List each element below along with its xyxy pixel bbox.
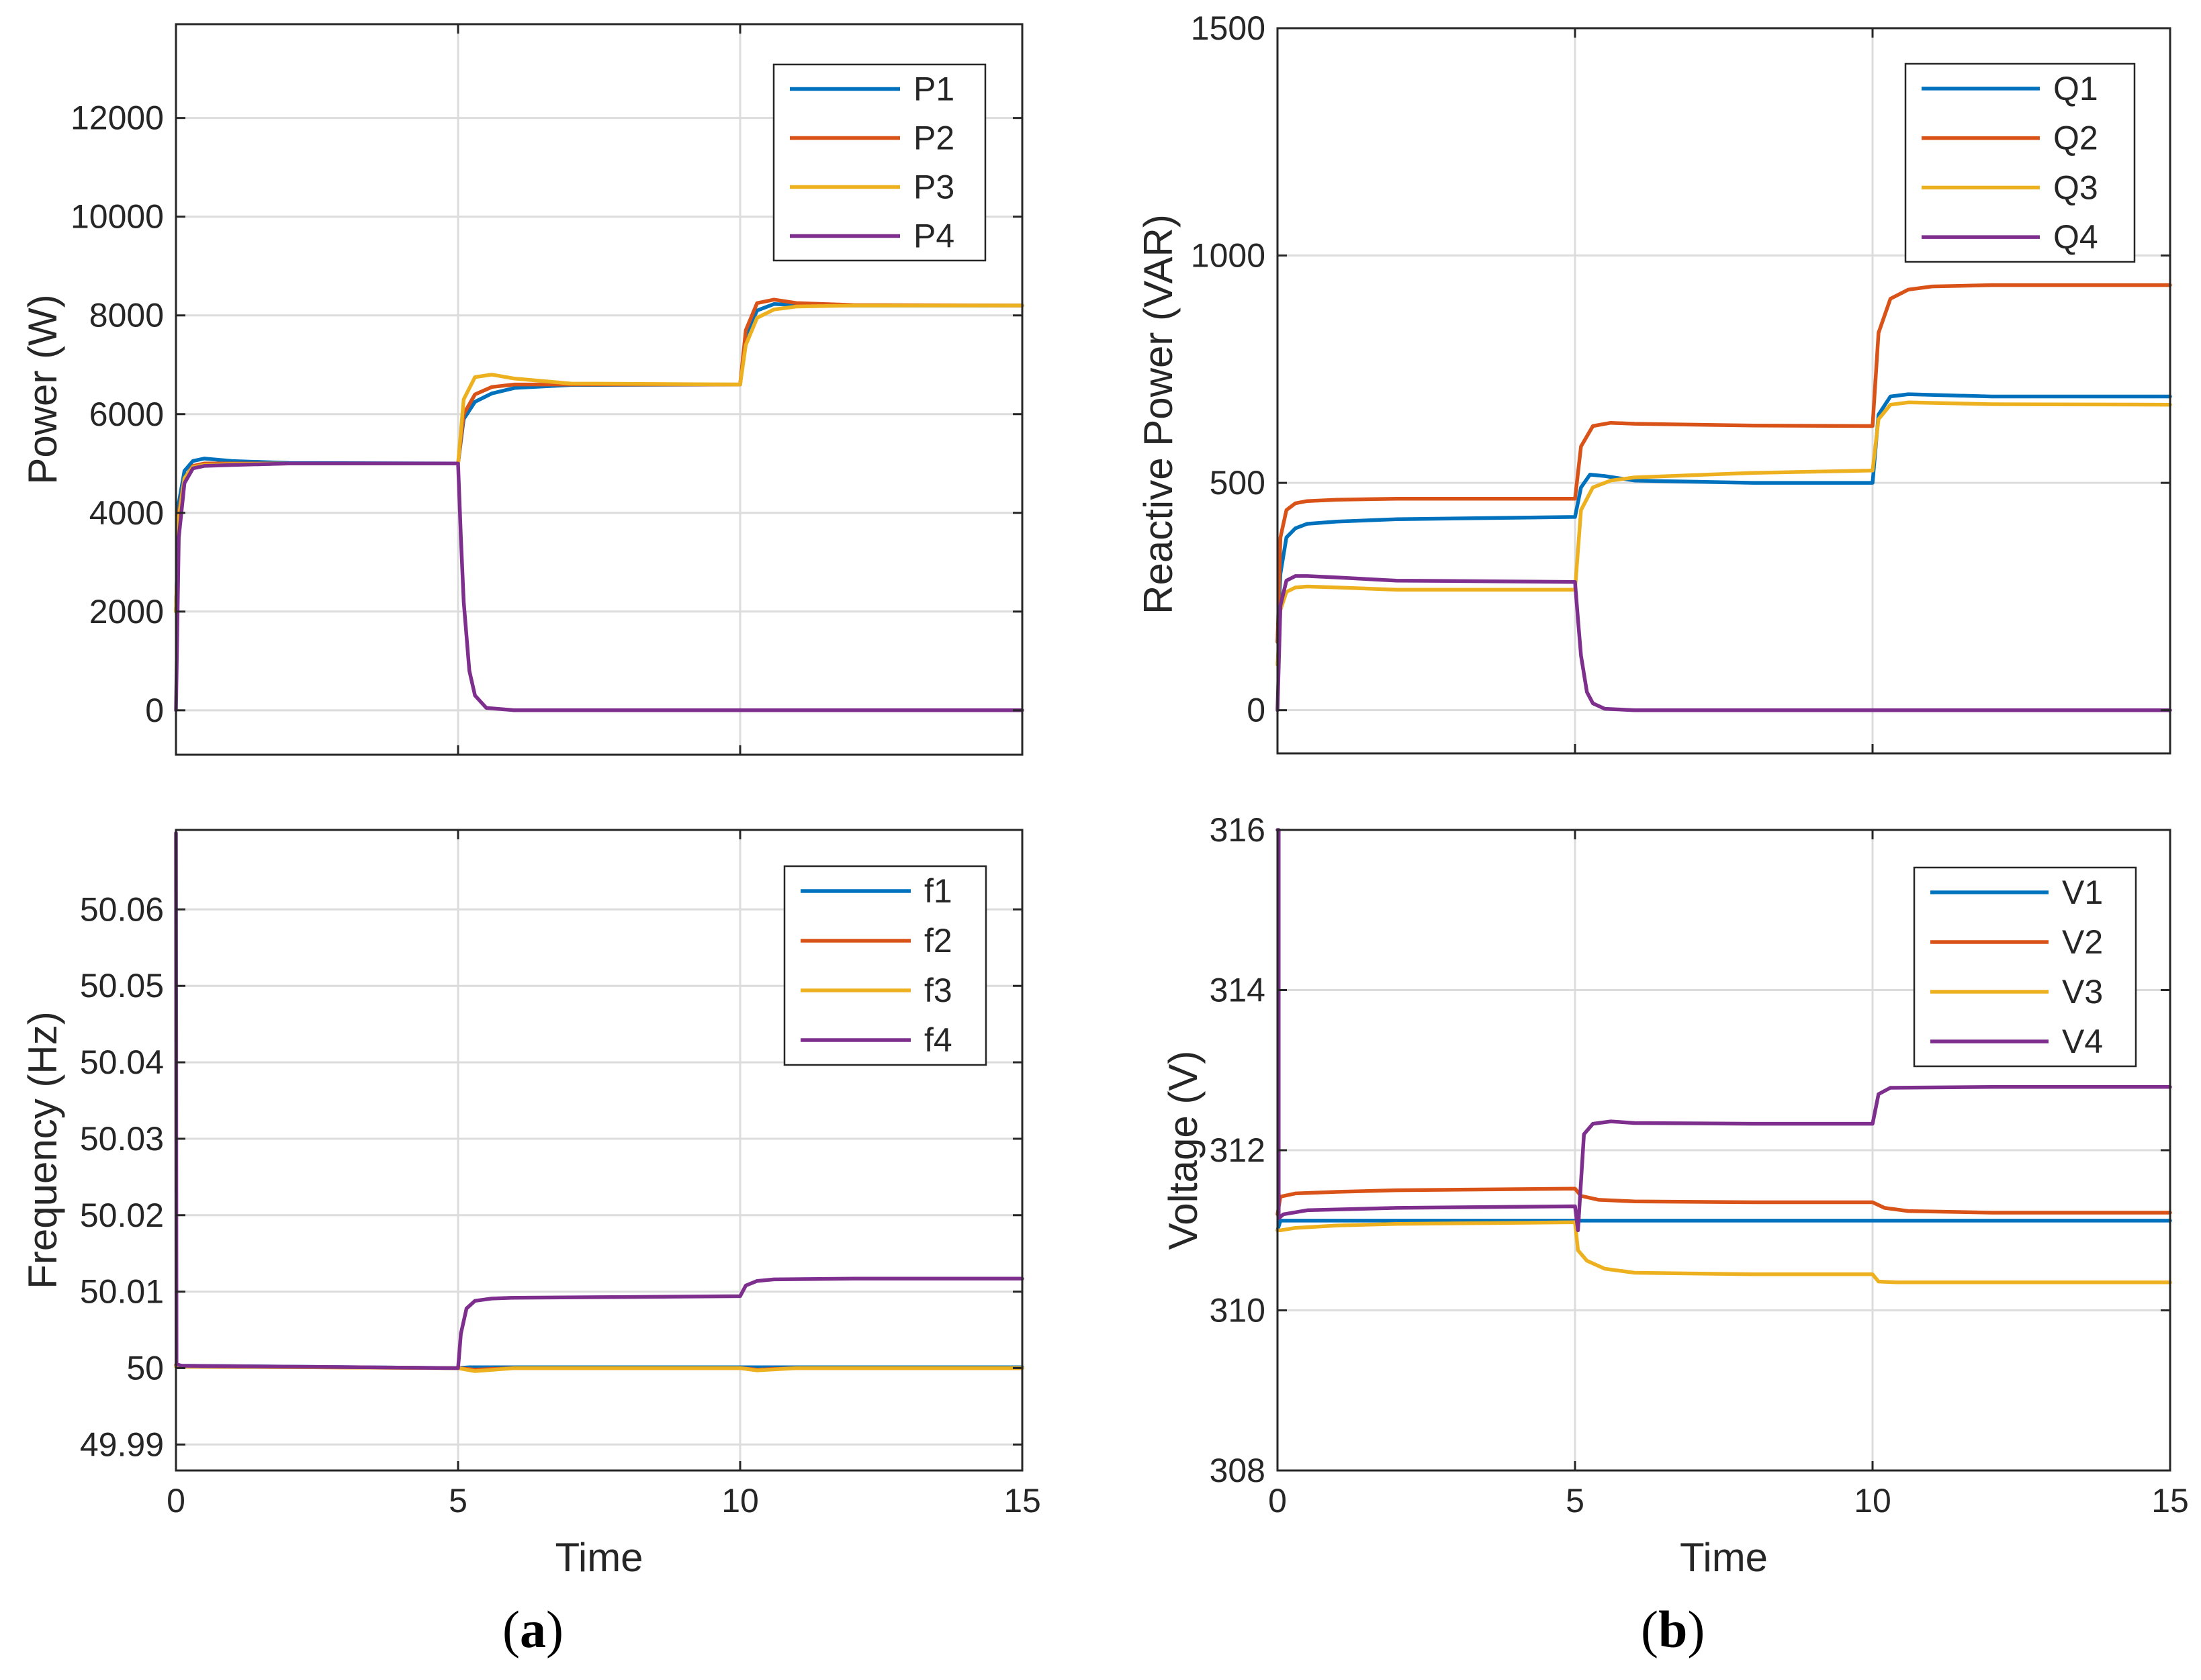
frequency-ytick-label: 50.03 [80,1120,164,1158]
voltage-series-V4 [1275,828,2172,1233]
voltage-ytick-label: 312 [1210,1131,1265,1169]
voltage-xtick-label: 15 [2151,1482,2189,1520]
reactive-axes-box [1276,27,2171,755]
voltage-ytick-label: 308 [1210,1452,1265,1489]
frequency-ytick-label: 50.05 [80,967,164,1005]
frequency-ytick-label: 50.04 [80,1043,164,1081]
power-ytick-label: 4000 [89,494,164,532]
reactive-legend-box [1904,62,2136,263]
voltage-xlabel: Time [1680,1535,1768,1580]
panel-label-a: (a) [502,1599,564,1660]
frequency-series-f4 [174,831,1024,1370]
power-ytick-label: 6000 [89,395,164,433]
reactive-legend-label-Q2: Q2 [2053,120,2098,157]
frequency-xtick-label: 0 [167,1482,185,1520]
power-axes-box [175,23,1024,756]
reactive-legend-label-Q1: Q1 [2053,70,2098,107]
power-series-P1 [174,302,1024,614]
power-series-P4 [174,461,1024,712]
voltage-legend-label-V3: V3 [2062,973,2103,1011]
reactive-legend-label-Q4: Q4 [2053,218,2098,256]
power-legend-label-P1: P1 [913,71,954,108]
reactive-ylabel: Reactive Power (VAR) [1136,214,1181,614]
power-legend: P1 P2 P3 P4 [772,63,987,262]
frequency-legend-label-f2: f2 [924,922,952,960]
voltage-xtick-label: 0 [1268,1482,1287,1520]
power-ytick-label: 2000 [89,593,164,631]
reactive-series-Q1 [1275,392,2172,644]
panel-label-a-open: ( [502,1600,520,1659]
chart-power: 0 2000 4000 6000 8000 10000 12000 Power (W) P1 P2… [20,23,1024,756]
power-ytick-label: 10000 [71,198,164,236]
chart-voltage: 0 5 10 15 308 310 312 314 316 Time Voltage (V) V1 V2… [1161,811,2189,1580]
voltage-ytick-label: 310 [1210,1292,1265,1329]
voltage-legend-label-V2: V2 [2062,923,2103,961]
reactive-ytick-label: 1000 [1191,237,1265,275]
frequency-ytick-label: 50 [126,1349,164,1387]
frequency-xtick-label: 5 [449,1482,467,1520]
voltage-ytick-label: 316 [1210,811,1265,849]
frequency-ytick-label: 49.99 [80,1426,164,1463]
reactive-legend: Q1 Q2 Q3 Q4 [1904,62,2136,263]
voltage-series-V1 [1275,1219,2172,1233]
frequency-axes-box [175,829,1024,1472]
frequency-ytick-label: 50.01 [80,1273,164,1311]
voltage-legend-label-V1: V1 [2062,874,2103,911]
frequency-legend-label-f4: f4 [924,1021,952,1059]
power-legend-label-P2: P2 [913,120,954,157]
frequency-ytick-label: 50.02 [80,1197,164,1234]
reactive-ytick-label: 1500 [1191,9,1265,47]
frequency-legend-label-f3: f3 [924,972,952,1009]
panel-label-b-letter: b [1658,1600,1688,1659]
frequency-xtick-label: 10 [721,1482,759,1520]
power-legend-label-P3: P3 [913,169,954,206]
frequency-ylabel: Frequency (Hz) [20,1011,65,1289]
reactive-ytick-label: 500 [1210,464,1265,502]
panel-label-b: (b) [1641,1599,1705,1660]
voltage-series-V3 [1275,1220,2172,1285]
power-legend-box [772,63,987,262]
voltage-series-V2 [1275,1186,2172,1217]
voltage-legend-box [1913,866,2137,1068]
reactive-ytick-label: 0 [1247,692,1265,729]
power-legend-label-P4: P4 [913,218,954,255]
reactive-legend-label-Q3: Q3 [2053,169,2098,206]
power-ytick-label: 0 [145,692,164,729]
frequency-xtick-label: 15 [1003,1482,1041,1520]
voltage-legend-label-V4: V4 [2062,1023,2103,1060]
voltage-ylabel: Voltage (V) [1161,1051,1206,1250]
reactive-series-Q2 [1275,283,2172,644]
voltage-legend: V1 V2 V3 V4 [1913,866,2137,1068]
panel-label-a-letter: a [519,1600,546,1659]
frequency-legend: f1 f2 f3 f4 [783,865,987,1066]
reactive-series-Q4 [1275,574,2172,712]
frequency-ytick-label: 50.06 [80,890,164,928]
frequency-xlabel: Time [555,1535,643,1580]
panel-label-b-open: ( [1641,1600,1658,1659]
panel-label-a-close: ) [545,1600,564,1659]
frequency-legend-box [783,865,987,1066]
voltage-xtick-label: 5 [1566,1482,1584,1520]
frequency-legend-label-f1: f1 [924,872,952,910]
chart-reactive: 0 500 1000 1500 Reactive Power (VAR) Q1 Q2 Q3 Q4 [1136,9,2172,755]
power-ytick-label: 12000 [71,99,164,137]
reactive-series-Q3 [1275,400,2172,667]
chart-frequency: 0 5 10 15 49.99 50 50.01 50.02 50.03 50.04 50.05 50… [20,829,1041,1580]
power-ylabel: Power (W) [20,294,65,484]
voltage-xtick-label: 10 [1854,1482,1891,1520]
panel-label-b-close: ) [1687,1600,1705,1659]
power-ytick-label: 8000 [89,297,164,334]
voltage-ytick-label: 314 [1210,972,1265,1009]
